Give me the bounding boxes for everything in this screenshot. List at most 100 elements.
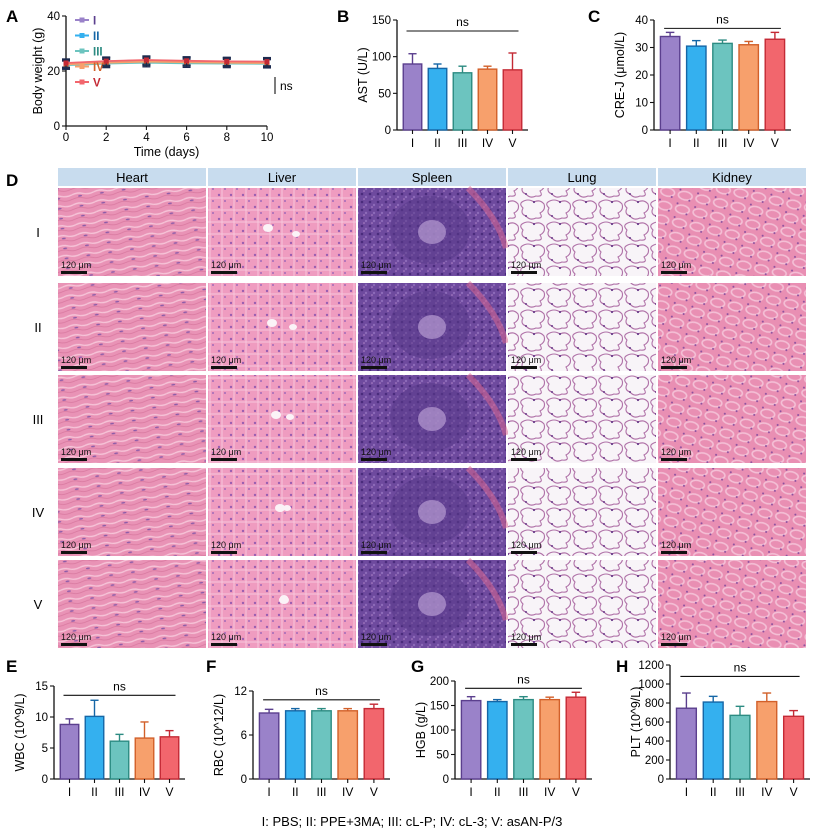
bar-IV xyxy=(539,698,561,780)
histology-image-kidney: 120 μm xyxy=(658,188,806,276)
scale-bar xyxy=(661,366,687,369)
x-tick-label: IV xyxy=(743,136,754,150)
scale-bar-label: 120 μm xyxy=(61,260,91,270)
germinal-center xyxy=(418,315,446,339)
histology-image-heart: 120 μm xyxy=(58,560,206,648)
legend-label-IV: IV xyxy=(93,62,104,74)
x-tick-label: IV xyxy=(761,785,772,799)
significance-label: ns xyxy=(716,12,729,26)
y-tick-label: 40 xyxy=(635,15,648,27)
tissue-texture xyxy=(508,468,656,556)
bar-IV xyxy=(738,44,760,131)
scale-bar-label: 120 μm xyxy=(511,447,541,457)
legend-label-II: II xyxy=(93,31,99,43)
y-tick-label: 5 xyxy=(42,743,48,755)
scale-bar xyxy=(661,643,687,646)
bar-V xyxy=(565,696,587,780)
histology-image-spleen: 120 μm xyxy=(358,185,509,276)
x-tick-label: I xyxy=(685,785,688,799)
bar-II xyxy=(427,67,448,131)
y-tick-label: 200 xyxy=(645,755,664,767)
x-tick-label: 2 xyxy=(103,132,109,144)
scale-bar-label: 120 μm xyxy=(511,260,541,270)
bar-III xyxy=(109,740,130,780)
y-tick-label: 0 xyxy=(443,774,449,786)
bar-IV xyxy=(477,68,498,131)
scale-bar xyxy=(211,643,237,646)
y-tick-label: 6 xyxy=(241,730,247,742)
panel-label-f: F xyxy=(206,657,216,676)
histology-image-heart: 120 μm xyxy=(58,283,206,371)
significance-label: ns xyxy=(280,79,293,93)
scale-bar xyxy=(211,271,237,274)
x-tick-label: III xyxy=(316,785,326,799)
y-tick-label: 15 xyxy=(35,681,48,693)
germinal-center xyxy=(418,407,446,431)
histology-image-lung: 120 μm xyxy=(508,283,656,371)
series-line-IV xyxy=(65,60,268,66)
row-label: IV xyxy=(32,505,45,520)
scale-bar-label: 120 μm xyxy=(211,540,241,550)
scale-bar xyxy=(511,551,537,554)
histology-image-heart: 120 μm xyxy=(58,188,206,276)
vessel xyxy=(280,595,288,601)
histology-image-liver: 120 μm xyxy=(208,560,356,648)
row-label: III xyxy=(33,412,44,427)
x-tick-label: V xyxy=(370,785,378,799)
legend-label-V: V xyxy=(93,78,101,90)
scale-bar xyxy=(661,551,687,554)
y-tick-label: 20 xyxy=(635,70,648,82)
histology-image-liver: 120 μm xyxy=(208,468,356,556)
histology-image-kidney: 120 μm xyxy=(658,468,806,556)
x-tick-label: II xyxy=(693,136,700,150)
y-tick-label: 800 xyxy=(645,698,664,710)
x-tick-label: III xyxy=(114,785,124,799)
y-tick-label: 0 xyxy=(54,121,60,133)
bar-I xyxy=(59,723,80,780)
vessel xyxy=(283,505,291,511)
bar-V xyxy=(782,715,805,780)
scale-bar-label: 120 μm xyxy=(361,355,391,365)
vessel xyxy=(271,411,281,419)
x-tick-label: V xyxy=(572,785,580,799)
x-tick-label: I xyxy=(267,785,270,799)
histology-image-heart: 120 μm xyxy=(58,468,206,556)
tissue-header-bg xyxy=(658,168,806,186)
vessel xyxy=(289,324,297,330)
bar-IV xyxy=(337,710,359,780)
bar-IV xyxy=(134,737,155,780)
x-tick-label: III xyxy=(457,136,467,150)
y-axis-label: CRE-J (μmol/L) xyxy=(613,32,627,118)
scale-bar-label: 120 μm xyxy=(661,355,691,365)
y-tick-label: 400 xyxy=(645,736,664,748)
scale-bar-label: 120 μm xyxy=(61,447,91,457)
data-point-V xyxy=(224,58,230,64)
scale-bar-label: 120 μm xyxy=(211,632,241,642)
significance-label: ns xyxy=(456,15,469,29)
x-tick-label: IV xyxy=(139,785,150,799)
bar-III xyxy=(513,698,534,780)
red-pulp xyxy=(465,557,509,621)
x-tick-label: II xyxy=(710,785,717,799)
tissue-header-label: Heart xyxy=(116,170,148,185)
histology-image-kidney: 120 μm xyxy=(658,375,806,463)
y-axis-label: WBC (10^9/L) xyxy=(13,693,27,771)
histology-image-spleen: 120 μm xyxy=(358,465,509,556)
y-tick-label: 30 xyxy=(635,43,648,55)
histology-image-lung: 120 μm xyxy=(508,375,656,463)
legend-marker-III xyxy=(79,48,85,54)
y-axis-label: PLT (10^9/L) xyxy=(629,687,643,758)
tissue-texture xyxy=(208,283,356,371)
bar-V xyxy=(363,707,385,780)
tissue-texture xyxy=(208,468,356,556)
y-tick-label: 0 xyxy=(241,774,247,786)
tissue-texture xyxy=(658,283,806,371)
tissue-texture xyxy=(58,188,206,276)
y-tick-label: 600 xyxy=(645,717,664,729)
scale-bar xyxy=(661,458,687,461)
x-tick-label: IV xyxy=(482,136,493,150)
